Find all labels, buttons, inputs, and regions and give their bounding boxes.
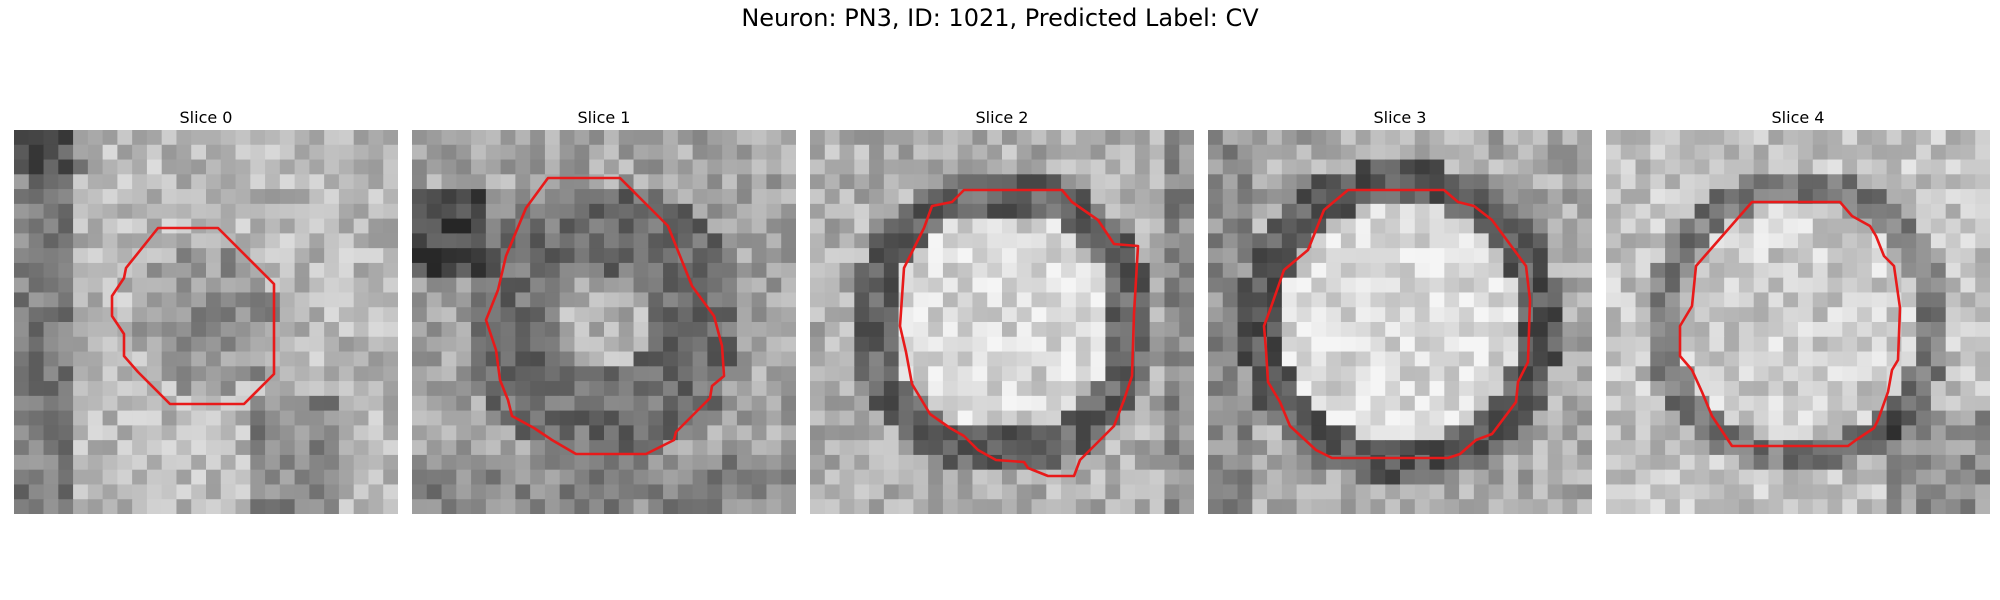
contour-0 <box>110 226 276 406</box>
contour-1 <box>484 176 726 456</box>
slice-title-2: Slice 2 <box>975 108 1029 127</box>
slice-image-4 <box>1606 130 1990 514</box>
slice-panel-2: Slice 2 <box>810 108 1194 514</box>
slice-panel-4: Slice 4 <box>1606 108 1990 514</box>
slice-image-0 <box>14 130 398 514</box>
contour-4 <box>1678 200 1902 448</box>
contour-3 <box>1262 188 1532 460</box>
slice-panel-3: Slice 3 <box>1208 108 1592 514</box>
slice-title-4: Slice 4 <box>1771 108 1825 127</box>
slice-title-1: Slice 1 <box>577 108 631 127</box>
contour-2 <box>898 188 1140 478</box>
slice-image-1 <box>412 130 796 514</box>
slice-panel-1: Slice 1 <box>412 108 796 514</box>
figure-title: Neuron: PN3, ID: 1021, Predicted Label: … <box>741 4 1259 32</box>
slice-panel-0: Slice 0 <box>14 108 398 514</box>
slice-title-3: Slice 3 <box>1373 108 1427 127</box>
slice-title-0: Slice 0 <box>179 108 233 127</box>
slice-image-2 <box>810 130 1194 514</box>
slice-image-3 <box>1208 130 1592 514</box>
